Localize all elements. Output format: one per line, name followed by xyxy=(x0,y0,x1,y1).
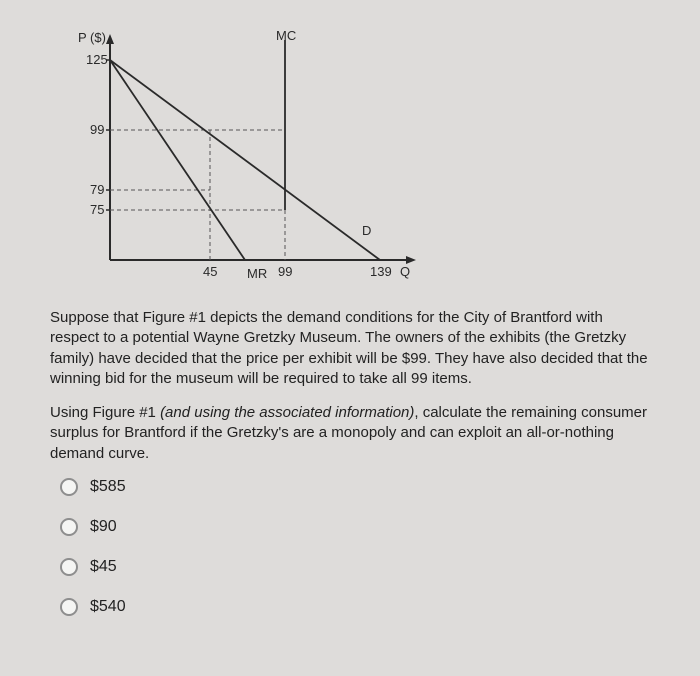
y-tick-79: 79 xyxy=(90,182,104,197)
radio-icon[interactable] xyxy=(60,558,78,576)
d-label: D xyxy=(362,223,371,238)
x-tick-99: 99 xyxy=(278,264,292,279)
y-tick-125: 125 xyxy=(86,52,108,67)
option-90[interactable]: $90 xyxy=(60,518,126,536)
x-axis-label: Q xyxy=(400,264,410,279)
x-tick-45: 45 xyxy=(203,264,217,279)
question-paragraph-1: Suppose that Figure #1 depicts the deman… xyxy=(50,308,650,389)
y-tick-99: 99 xyxy=(90,122,104,137)
radio-icon[interactable] xyxy=(60,478,78,496)
option-585[interactable]: $585 xyxy=(60,478,126,496)
option-label: $585 xyxy=(90,478,126,496)
economics-chart: 125 99 79 75 45 99 139 P ($) MC MR D Q xyxy=(60,20,460,290)
option-540[interactable]: $540 xyxy=(60,598,126,616)
answer-options: $585 $90 $45 $540 xyxy=(60,478,126,638)
chart-svg: 125 99 79 75 45 99 139 P ($) MC MR D Q xyxy=(60,20,460,290)
x-tick-139: 139 xyxy=(370,264,392,279)
radio-icon[interactable] xyxy=(60,518,78,536)
y-tick-75: 75 xyxy=(90,202,104,217)
question-paragraph-2: Using Figure #1 (and using the associate… xyxy=(50,403,650,464)
question-text: Suppose that Figure #1 depicts the deman… xyxy=(50,308,650,478)
option-45[interactable]: $45 xyxy=(60,558,126,576)
radio-icon[interactable] xyxy=(60,598,78,616)
option-label: $90 xyxy=(90,518,117,536)
y-axis-label: P ($) xyxy=(78,30,106,45)
mc-label: MC xyxy=(276,28,296,43)
option-label: $540 xyxy=(90,598,126,616)
mr-label: MR xyxy=(247,266,267,281)
option-label: $45 xyxy=(90,558,117,576)
